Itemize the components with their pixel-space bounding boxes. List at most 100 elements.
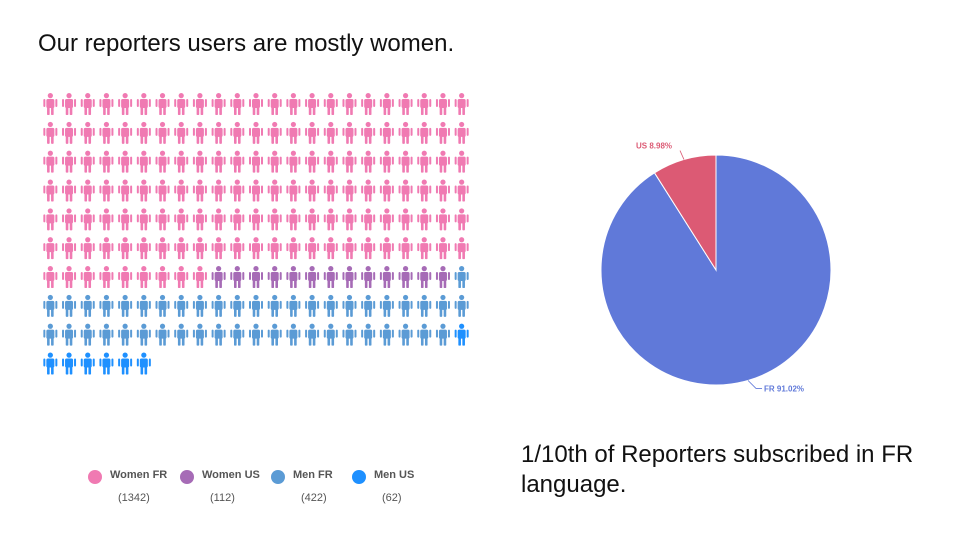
person-icon-women-fr xyxy=(118,121,133,144)
legend-item-women-us: Women US (112) xyxy=(180,468,270,508)
person-icon-women-fr xyxy=(43,150,58,173)
person-icon-women-fr xyxy=(80,93,95,115)
person-icon-women-fr xyxy=(118,208,133,231)
person-icon-men-fr xyxy=(342,294,357,317)
person-icon-women-fr xyxy=(174,237,189,260)
person-icon-men-fr xyxy=(174,323,189,346)
person-icon-men-fr xyxy=(211,294,226,317)
person-icon-women-fr xyxy=(305,121,320,144)
person-icon-men-fr xyxy=(286,323,301,346)
person-icon-men-fr xyxy=(230,323,245,346)
person-icon-women-fr xyxy=(99,266,114,288)
person-icon-women-fr xyxy=(323,179,338,202)
person-icon-women-fr xyxy=(398,237,413,260)
person-icon-men-fr xyxy=(286,294,301,317)
person-icon-women-fr xyxy=(80,237,95,260)
person-icon-men-fr xyxy=(379,294,394,317)
person-icon-women-fr xyxy=(435,121,450,144)
person-icon-men-us xyxy=(43,352,58,375)
person-icon-women-fr xyxy=(435,208,450,231)
person-icon-women-fr xyxy=(174,266,189,288)
person-icon-women-fr xyxy=(454,208,469,231)
slide-caption: 1/10th of Reporters subscribed in FR lan… xyxy=(521,441,914,498)
person-icon-women-fr xyxy=(435,93,450,115)
person-icon-women-fr xyxy=(230,237,245,260)
person-icon-women-fr xyxy=(136,237,151,260)
person-icon-women-fr xyxy=(43,93,58,115)
person-icon-women-fr xyxy=(398,208,413,231)
person-icon-women-fr xyxy=(80,266,95,288)
person-icon-women-fr xyxy=(286,208,301,231)
person-icon-men-fr xyxy=(99,323,114,346)
person-icon-women-fr xyxy=(155,93,170,115)
person-icon-men-fr xyxy=(417,323,432,346)
person-icon-women-us xyxy=(267,266,282,288)
person-icon-women-fr xyxy=(192,237,207,260)
person-icon-women-fr xyxy=(361,179,376,202)
person-icon-women-fr xyxy=(267,150,282,173)
person-icon-men-fr xyxy=(99,294,114,317)
person-icon-men-fr xyxy=(249,294,263,317)
slide-title: Our reporters users are mostly women. xyxy=(38,30,455,57)
person-icon-women-fr xyxy=(211,150,226,173)
person-icon-women-fr xyxy=(417,179,432,202)
person-icon-women-fr xyxy=(286,121,301,144)
person-icon-women-fr xyxy=(323,150,338,173)
person-icon-men-fr xyxy=(62,323,77,346)
person-icon-women-fr xyxy=(192,121,207,144)
person-icon-women-fr xyxy=(118,237,133,260)
pie-label-us: US 8.98% xyxy=(636,142,672,151)
pie-label-fr: FR 91.02% xyxy=(764,384,804,393)
person-icon-women-fr xyxy=(267,208,282,231)
person-icon-women-fr xyxy=(43,179,58,202)
legend-count-women-fr: (1342) xyxy=(118,492,150,504)
person-icon-women-fr xyxy=(435,150,450,173)
legend-count-women-us: (112) xyxy=(210,492,235,504)
person-icon-men-fr xyxy=(211,323,226,346)
person-icon-women-fr xyxy=(342,237,357,260)
person-icon-women-fr xyxy=(305,208,320,231)
person-icon-women-us xyxy=(398,266,413,288)
person-icon-women-fr xyxy=(379,208,394,231)
person-icon-men-fr xyxy=(80,323,95,346)
person-icon-women-fr xyxy=(118,150,133,173)
person-icon-men-fr xyxy=(43,323,58,346)
person-icon-women-fr xyxy=(435,179,450,202)
person-icon-women-fr xyxy=(267,121,282,144)
legend-item-men-fr: Men FR (422) xyxy=(271,468,361,508)
person-icon-women-fr xyxy=(136,93,151,115)
person-icon-women-fr xyxy=(249,208,263,231)
person-icon-women-us xyxy=(361,266,376,288)
person-icon-women-fr xyxy=(62,121,77,144)
person-icon-women-fr xyxy=(342,179,357,202)
person-icon-women-fr xyxy=(417,208,432,231)
person-icon-women-us xyxy=(323,266,338,288)
person-icon-women-fr xyxy=(118,266,133,288)
person-icon-men-fr xyxy=(136,294,151,317)
person-icon-men-fr xyxy=(62,294,77,317)
person-icon-men-fr xyxy=(361,323,376,346)
legend-label-men-fr: Men FR xyxy=(293,469,333,481)
legend-count-men-fr: (422) xyxy=(301,492,327,504)
person-icon-women-fr xyxy=(99,150,114,173)
person-icon-women-fr xyxy=(249,179,263,202)
person-icon-women-fr xyxy=(267,237,282,260)
person-icon-women-fr xyxy=(230,121,245,144)
person-icon-women-fr xyxy=(323,208,338,231)
person-icon-women-fr xyxy=(230,208,245,231)
person-icon-women-fr xyxy=(62,208,77,231)
person-icon-men-fr xyxy=(454,294,469,317)
person-icon-women-fr xyxy=(80,150,95,173)
person-icon-women-fr xyxy=(417,121,432,144)
isotype-legend: Women FR (1342) Women US (112) Men FR (4… xyxy=(88,468,418,508)
legend-swatch-women-us xyxy=(180,470,194,484)
person-icon-men-fr xyxy=(454,266,469,288)
person-icon-women-fr xyxy=(249,237,263,260)
person-icon-women-us xyxy=(305,266,320,288)
person-icon-men-fr xyxy=(435,323,450,346)
person-icon-men-fr xyxy=(398,323,413,346)
person-icon-women-fr xyxy=(99,208,114,231)
isotype-chart xyxy=(43,93,469,375)
person-icon-women-fr xyxy=(192,179,207,202)
person-icon-women-us xyxy=(435,266,450,288)
